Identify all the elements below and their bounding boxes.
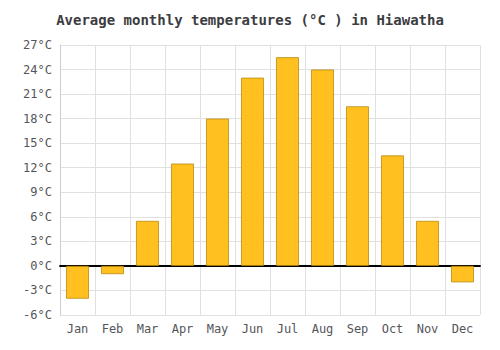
svg-text:18°C: 18°C [23,112,52,126]
svg-text:Feb: Feb [102,322,124,336]
svg-text:Oct: Oct [382,322,404,336]
svg-text:21°C: 21°C [23,87,52,101]
svg-text:9°C: 9°C [30,185,52,199]
svg-text:Mar: Mar [137,322,159,336]
svg-text:Dec: Dec [452,322,474,336]
svg-text:-6°C: -6°C [23,308,52,322]
svg-text:May: May [207,322,229,336]
svg-text:Sep: Sep [347,322,369,336]
svg-text:Jun: Jun [242,322,264,336]
svg-text:24°C: 24°C [23,63,52,77]
svg-text:Aug: Aug [312,322,334,336]
svg-text:Average monthly temperatures (: Average monthly temperatures (°C ) in Hi… [56,12,444,28]
svg-text:Jul: Jul [277,322,299,336]
svg-text:12°C: 12°C [23,161,52,175]
svg-text:Nov: Nov [417,322,439,336]
svg-text:3°C: 3°C [30,234,52,248]
svg-text:-3°C: -3°C [23,283,52,297]
svg-text:Jan: Jan [67,322,89,336]
svg-text:Apr: Apr [172,322,194,336]
svg-text:6°C: 6°C [30,210,52,224]
svg-text:0°C: 0°C [30,259,52,273]
svg-text:15°C: 15°C [23,136,52,150]
svg-text:27°C: 27°C [23,38,52,52]
